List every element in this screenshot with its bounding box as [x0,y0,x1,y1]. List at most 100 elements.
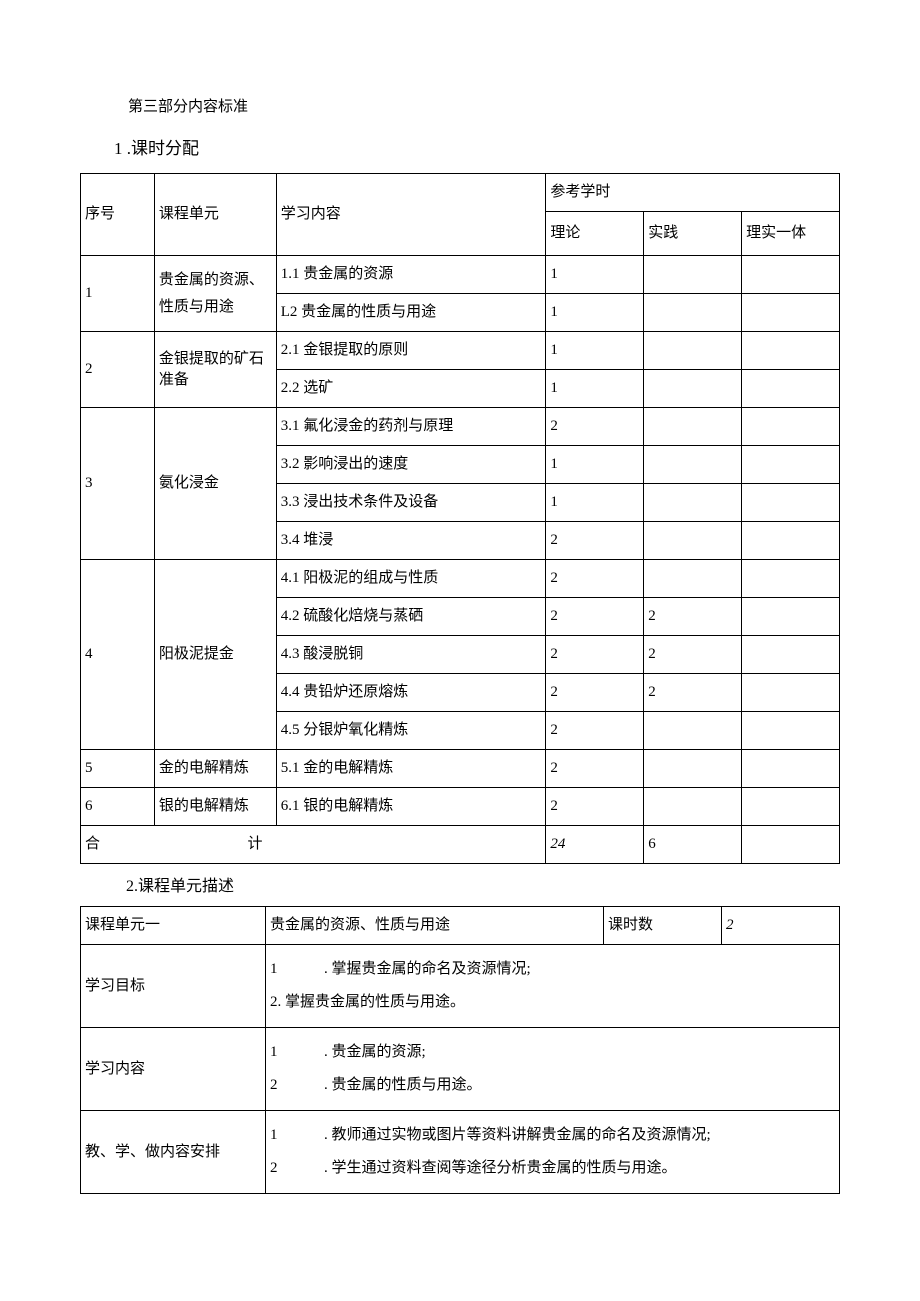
total-label-a: 合 [85,836,100,852]
cell-content: 2.1 金银提取的原则 [276,332,546,370]
cell-practice [644,446,742,484]
cell-theory: 1 [546,332,644,370]
cell-practice [644,294,742,332]
cell-content: 5.1 金的电解精炼 [276,750,546,788]
cell-total-label: 合 计 [81,826,546,864]
cell-practice [644,332,742,370]
cell-theory: 1 [546,484,644,522]
cell-theory: 2 [546,598,644,636]
cell-theory: 2 [546,712,644,750]
arrange-num-2: 2 [270,1152,288,1185]
cell-content: 4.4 贵铅炉还原熔炼 [276,674,546,712]
cell-content-body: 1 . 贵金属的资源; 2 . 贵金属的性质与用途。 [266,1028,840,1111]
th-unit: 课程单元 [154,174,276,256]
section-2-title: 2.课程单元描述 [80,872,840,896]
content-text-1: . 贵金属的资源; [324,1044,426,1060]
th-integrated: 理实一体 [742,212,840,256]
cell-theory: 1 [546,256,644,294]
arrange-text-2: . 学生通过资料查阅等途径分析贵金属的性质与用途。 [324,1160,677,1176]
cell-theory: 2 [546,522,644,560]
cell-practice [644,522,742,560]
arrange-text-1: . 教师通过实物或图片等资料讲解贵金属的命名及资源情况; [324,1127,711,1143]
cell-seq: 2 [81,332,155,408]
th-ref-hours: 参考学时 [546,174,840,212]
cell-hours-value: 2 [722,907,840,945]
cell-unit-num: 课程单元一 [81,907,266,945]
table-row: 课程单元一 贵金属的资源、性质与用途 课时数 2 [81,907,840,945]
goal-line-2: 2. 掌握贵金属的性质与用途。 [270,994,465,1010]
cell-seq: 6 [81,788,155,826]
cell-practice: 2 [644,674,742,712]
cell-seq: 3 [81,408,155,560]
cell-practice [644,750,742,788]
cell-theory: 2 [546,560,644,598]
cell-theory: 2 [546,674,644,712]
cell-integrated [742,788,840,826]
cell-integrated [742,522,840,560]
cell-integrated [742,674,840,712]
cell-content: 4.2 硫酸化焙烧与蒸硒 [276,598,546,636]
table-row: 教、学、做内容安排 1 . 教师通过实物或图片等资料讲解贵金属的命名及资源情况; … [81,1111,840,1194]
cell-practice [644,484,742,522]
cell-unit: 氨化浸金 [154,408,276,560]
content-num-2: 2 [270,1069,288,1102]
cell-content: 2.2 选矿 [276,370,546,408]
table-row: 2 金银提取的矿石准备 2.1 金银提取的原则 1 [81,332,840,370]
cell-content: 6.1 银的电解精炼 [276,788,546,826]
cell-integrated [742,560,840,598]
cell-integrated [742,256,840,294]
cell-integrated [742,446,840,484]
cell-seq: 1 [81,256,155,332]
cell-integrated [742,332,840,370]
cell-practice [644,712,742,750]
cell-content: 4.5 分银炉氧化精炼 [276,712,546,750]
cell-integrated [742,712,840,750]
content-num-1: 1 [270,1036,288,1069]
cell-unit: 银的电解精炼 [154,788,276,826]
cell-unit: 贵金属的资源、性质与用途 [154,256,276,332]
content-text-2: . 贵金属的性质与用途。 [324,1077,482,1093]
part-header: 第三部分内容标准 [80,95,840,116]
cell-content: 3.3 浸出技术条件及设备 [276,484,546,522]
table-row: 4 阳极泥提金 4.1 阳极泥的组成与性质 2 [81,560,840,598]
arrange-num-1: 1 [270,1119,288,1152]
cell-theory: 2 [546,788,644,826]
cell-practice [644,408,742,446]
th-content: 学习内容 [276,174,546,256]
cell-content: 3.1 氟化浸金的药剂与原理 [276,408,546,446]
table-total-row: 合 计 24 6 [81,826,840,864]
th-practice: 实践 [644,212,742,256]
cell-theory: 2 [546,750,644,788]
cell-integrated [742,484,840,522]
cell-theory: 1 [546,370,644,408]
cell-arrange-label: 教、学、做内容安排 [81,1111,266,1194]
total-label-b: 计 [248,836,263,852]
cell-content: 4.1 阳极泥的组成与性质 [276,560,546,598]
cell-unit: 金的电解精炼 [154,750,276,788]
cell-practice: 2 [644,636,742,674]
cell-total-integrated [742,826,840,864]
table-row: 3 氨化浸金 3.1 氟化浸金的药剂与原理 2 [81,408,840,446]
cell-practice [644,256,742,294]
cell-practice [644,370,742,408]
th-theory: 理论 [546,212,644,256]
cell-content-label: 学习内容 [81,1028,266,1111]
goal-text-1: . 掌握贵金属的命名及资源情况; [324,961,531,977]
cell-integrated [742,636,840,674]
table-row: 学习内容 1 . 贵金属的资源; 2 . 贵金属的性质与用途。 [81,1028,840,1111]
table-row: 6 银的电解精炼 6.1 银的电解精炼 2 [81,788,840,826]
cell-integrated [742,370,840,408]
cell-integrated [742,598,840,636]
cell-hours-label: 课时数 [604,907,722,945]
cell-total-theory: 24 [546,826,644,864]
cell-content: 4.3 酸浸脱铜 [276,636,546,674]
cell-seq: 4 [81,560,155,750]
cell-arrange-body: 1 . 教师通过实物或图片等资料讲解贵金属的命名及资源情况; 2 . 学生通过资料查… [266,1111,840,1194]
table-row: 学习目标 1. 掌握贵金属的命名及资源情况; 2. 掌握贵金属的性质与用途。 [81,945,840,1028]
table-row: 5 金的电解精炼 5.1 金的电解精炼 2 [81,750,840,788]
cell-practice: 2 [644,598,742,636]
table-header-row-1: 序号 课程单元 学习内容 参考学时 [81,174,840,212]
cell-goal-content: 1 . 掌握贵金属的命名及资源情况; 2. 掌握贵金属的性质与用途。 [266,945,840,1028]
cell-content: 1.1 贵金属的资源 [276,256,546,294]
goal-num-1: 1 [270,953,288,986]
